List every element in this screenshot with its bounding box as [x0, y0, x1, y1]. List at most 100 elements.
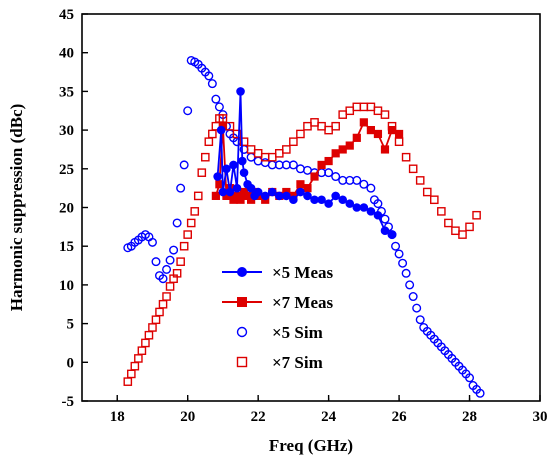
- data-point: [394, 129, 404, 139]
- data-point: [458, 230, 467, 239]
- y-tick-label: 40: [59, 46, 74, 62]
- data-point: [338, 145, 347, 154]
- data-point: [267, 187, 277, 197]
- tick-layer: 18 20 22 24 26 28 30 -5 0 5 10 15 20 25 30 35 40 45: [59, 7, 548, 425]
- data-point: [246, 145, 256, 154]
- data-point: [236, 87, 245, 96]
- data-point: [253, 149, 263, 158]
- data-point: [373, 129, 383, 139]
- x-tick-label: 24: [321, 409, 337, 425]
- data-point: [331, 191, 340, 201]
- legend-label: ×7 Sim: [272, 353, 323, 372]
- x-tick-label: 26: [392, 409, 408, 425]
- data-point: [172, 218, 182, 228]
- x-tick-label: 18: [110, 409, 125, 425]
- data-point: [345, 199, 355, 208]
- data-point: [239, 137, 249, 147]
- data-point: [345, 141, 354, 150]
- x-tick-label: 28: [462, 409, 477, 425]
- data-point: [211, 191, 220, 200]
- data-point: [324, 125, 333, 135]
- data-point: [289, 195, 298, 205]
- data-point: [331, 149, 340, 158]
- series-2: [123, 55, 485, 398]
- data-point: [437, 207, 446, 216]
- data-point: [274, 191, 284, 201]
- data-point: [338, 110, 348, 119]
- data-point: [324, 199, 333, 208]
- data-point: [123, 377, 133, 386]
- data-point: [246, 152, 256, 162]
- data-point: [317, 121, 326, 131]
- data-point: [430, 195, 439, 205]
- data-point: [179, 241, 189, 251]
- data-point: [190, 207, 200, 216]
- data-point: [401, 152, 411, 162]
- data-point: [408, 164, 418, 174]
- data-point: [472, 210, 481, 220]
- legend-marker: [236, 356, 248, 368]
- series-0: [213, 87, 397, 239]
- legend-item: ×5 Sim: [236, 323, 323, 342]
- data-point: [338, 195, 348, 205]
- legend-item: ×7 Sim: [236, 353, 323, 372]
- data-point: [359, 102, 369, 112]
- data-point: [253, 187, 263, 197]
- data-point: [289, 137, 298, 147]
- data-point: [172, 268, 182, 278]
- plot-frame: [81, 13, 541, 402]
- data-point: [130, 361, 140, 371]
- data-point: [391, 241, 401, 251]
- data-point: [422, 187, 432, 197]
- data-point: [366, 207, 376, 216]
- x-tick-label: 30: [533, 409, 548, 425]
- data-point: [366, 102, 376, 112]
- data-point: [176, 257, 185, 266]
- data-point: [232, 129, 242, 139]
- data-point: [162, 264, 172, 274]
- data-point: [394, 137, 404, 147]
- data-point: [282, 145, 291, 154]
- data-point: [165, 282, 175, 291]
- y-tick-label: 35: [59, 84, 74, 100]
- data-point: [352, 203, 362, 212]
- data-point: [147, 237, 157, 247]
- data-point: [193, 191, 203, 201]
- data-point: [211, 94, 221, 104]
- data-point: [303, 184, 312, 193]
- data-point: [359, 179, 369, 189]
- data-point: [253, 156, 263, 166]
- data-point: [169, 245, 179, 255]
- data-point: [444, 218, 453, 228]
- data-point: [373, 210, 383, 220]
- data-point: [295, 164, 305, 174]
- data-point: [141, 338, 150, 348]
- data-point: [137, 346, 147, 355]
- data-point: [222, 164, 231, 174]
- legend: ×5 Meas ×7 Meas ×5 Sim ×7 Sim: [222, 263, 334, 372]
- data-point: [359, 203, 369, 212]
- data-point: [201, 152, 210, 162]
- y-tick-label: 20: [59, 201, 74, 217]
- data-point: [274, 149, 284, 158]
- data-point: [229, 160, 238, 170]
- data-point: [127, 369, 136, 379]
- data-point: [246, 183, 256, 193]
- data-point: [380, 145, 390, 154]
- data-point: [218, 187, 228, 197]
- x-tick-label: 22: [251, 409, 266, 425]
- data-point: [451, 226, 460, 236]
- y-tick-label: 0: [67, 355, 75, 371]
- y-tick-label: 25: [59, 162, 74, 178]
- data-point: [475, 388, 485, 398]
- data-point: [380, 214, 390, 224]
- data-point: [380, 110, 390, 119]
- y-tick-label: 10: [59, 278, 74, 294]
- data-point: [162, 292, 171, 301]
- data-point: [288, 160, 298, 170]
- data-point: [179, 160, 189, 170]
- data-point: [158, 299, 168, 309]
- data-point: [405, 280, 415, 290]
- data-point: [408, 292, 418, 302]
